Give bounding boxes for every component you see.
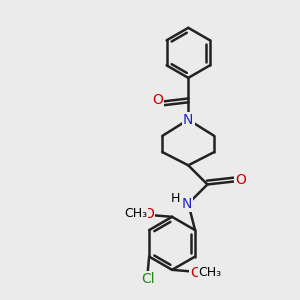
Text: O: O [190,266,201,280]
Text: N: N [182,196,192,211]
Text: Cl: Cl [141,272,154,286]
Text: H: H [170,192,180,205]
Text: O: O [143,207,154,221]
Text: CH₃: CH₃ [198,266,221,279]
Text: CH₃: CH₃ [124,207,148,220]
Text: N: N [183,113,194,127]
Text: O: O [235,173,246,187]
Text: methoxy: methoxy [132,213,138,214]
Text: O: O [152,93,164,107]
